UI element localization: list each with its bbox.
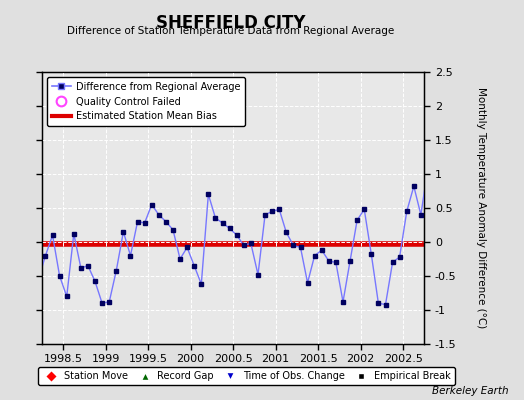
Text: Berkeley Earth: Berkeley Earth bbox=[432, 386, 508, 396]
Legend: Station Move, Record Gap, Time of Obs. Change, Empirical Break: Station Move, Record Gap, Time of Obs. C… bbox=[38, 367, 455, 385]
Y-axis label: Monthly Temperature Anomaly Difference (°C): Monthly Temperature Anomaly Difference (… bbox=[476, 87, 486, 329]
Text: Difference of Station Temperature Data from Regional Average: Difference of Station Temperature Data f… bbox=[67, 26, 394, 36]
Legend: Difference from Regional Average, Quality Control Failed, Estimated Station Mean: Difference from Regional Average, Qualit… bbox=[47, 77, 245, 126]
Text: SHEFFIELD CITY: SHEFFIELD CITY bbox=[156, 14, 305, 32]
